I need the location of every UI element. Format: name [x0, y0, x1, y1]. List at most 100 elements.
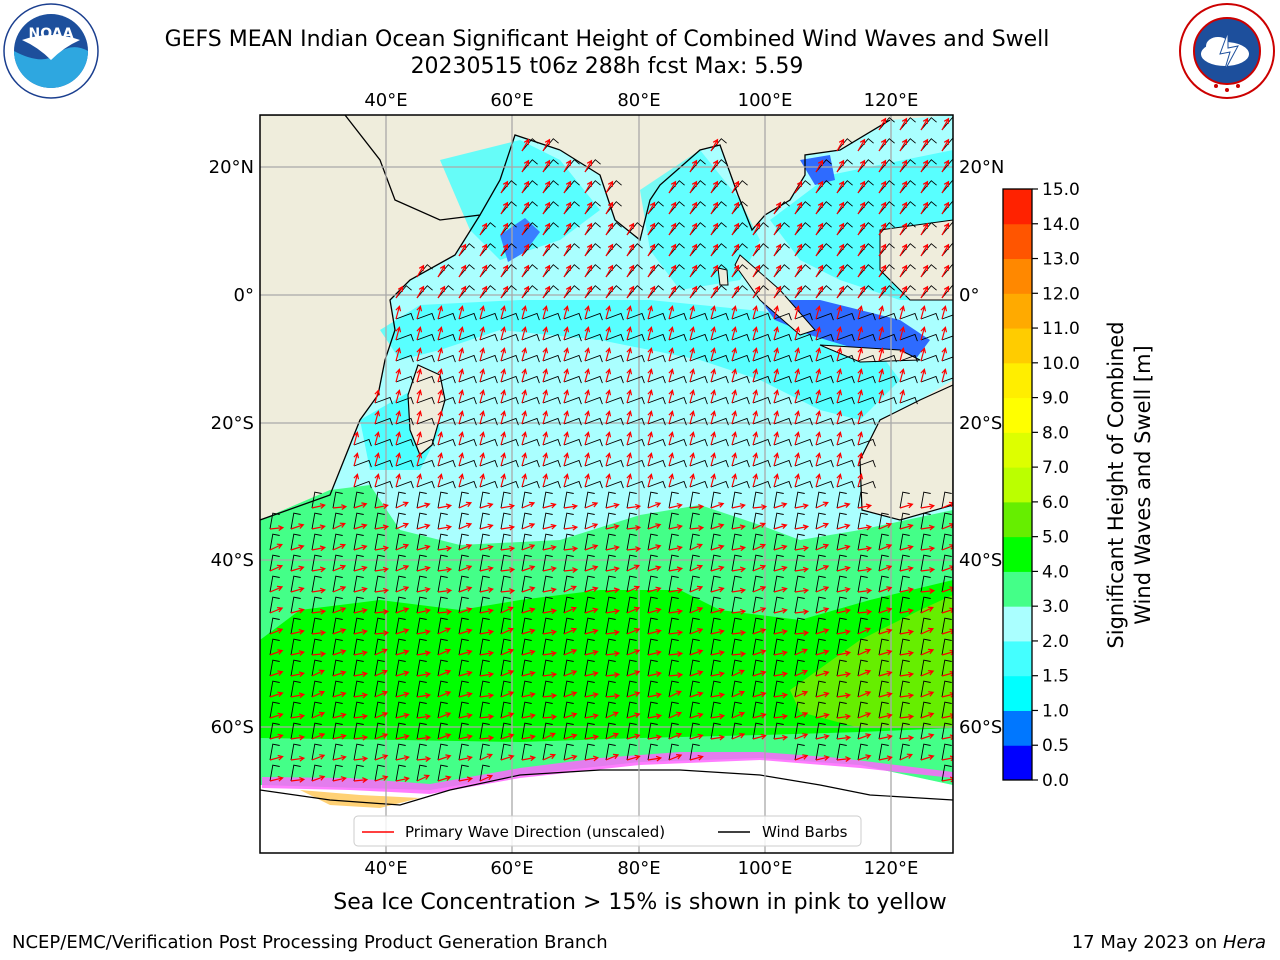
wave-direction-arrow	[458, 326, 465, 341]
wave-direction-arrow	[437, 627, 451, 635]
wind-barb	[521, 222, 538, 236]
wave-direction-arrow	[584, 713, 599, 720]
wave-direction-arrow	[416, 326, 423, 341]
wave-direction-arrow	[836, 608, 851, 614]
wind-barb	[437, 680, 448, 698]
wave-direction-arrow	[752, 691, 767, 698]
wind-barb	[416, 680, 427, 698]
wave-direction-arrow	[920, 347, 927, 362]
wind-barb	[311, 701, 322, 719]
wind-barb	[479, 680, 490, 698]
wave-direction-arrow	[668, 651, 684, 657]
wave-direction-arrow	[290, 713, 306, 720]
wave-direction-arrow	[563, 389, 570, 404]
wind-barb	[857, 638, 868, 656]
wave-direction-arrow	[773, 326, 780, 341]
wind-barb	[752, 575, 763, 593]
wind-barb	[857, 722, 868, 740]
wave-direction-arrow	[878, 389, 885, 404]
wind-barb	[752, 354, 771, 363]
footer-date: 17 May 2023 on Hera	[1072, 932, 1266, 953]
wave-direction-arrow	[920, 627, 935, 635]
wave-direction-arrow	[479, 671, 495, 678]
lon-label: 60°E	[490, 90, 533, 111]
wind-barb	[395, 554, 406, 572]
wave-direction-arrow	[374, 389, 381, 404]
wind-barb	[479, 638, 490, 656]
colorbar-swatch	[1003, 675, 1032, 711]
wave-direction-arrow	[563, 649, 578, 656]
wind-barb	[374, 512, 385, 530]
wave-direction-arrow	[542, 629, 558, 636]
wave-direction-arrow	[647, 201, 656, 215]
wind-barb	[668, 180, 685, 194]
colorbar-tick-label: 7.0	[1042, 458, 1069, 478]
wind-barb	[668, 333, 687, 342]
wind-barb	[731, 264, 748, 278]
wind-barb	[794, 354, 813, 363]
southern-ocean-4m	[260, 580, 953, 742]
wind-barb	[815, 638, 826, 656]
wave-direction-arrow	[479, 285, 488, 299]
wind-barb	[584, 638, 595, 656]
wind-barb	[731, 243, 748, 257]
wave-direction-arrow	[752, 326, 759, 341]
wind-barb	[563, 512, 574, 530]
wind-barb	[521, 638, 532, 656]
wind-barb	[437, 575, 448, 593]
wind-barb	[794, 396, 813, 405]
wave-direction-arrow	[710, 692, 726, 699]
wave-direction-arrow	[647, 222, 656, 236]
wave-direction-arrow	[920, 691, 935, 698]
wave-direction-arrow	[689, 180, 698, 194]
wind-barb	[773, 512, 784, 530]
wave-direction-arrow	[521, 649, 536, 656]
wind-barb	[731, 180, 748, 194]
wind-barb	[710, 375, 729, 384]
wave-direction-arrow	[899, 243, 908, 257]
wind-barb	[353, 554, 364, 572]
wind-barb	[290, 680, 301, 698]
colorbar-label-line1: Significant Height of Combined	[1104, 321, 1128, 648]
wind-barb	[416, 312, 435, 321]
wave-direction-arrow	[500, 326, 507, 341]
wave-direction-arrow	[815, 543, 830, 551]
wind-barb	[647, 438, 666, 447]
wave-direction-arrow	[815, 565, 830, 572]
colorbar-swatch	[1003, 745, 1032, 781]
wave-direction-arrow	[395, 712, 410, 719]
wind-barb	[542, 138, 559, 152]
wave-direction-arrow	[857, 609, 873, 615]
wind-barb	[584, 743, 595, 761]
wind-barb	[437, 617, 448, 635]
wind-barb	[668, 312, 687, 321]
wave-direction-arrow	[920, 503, 936, 510]
wind-barb	[710, 575, 721, 593]
wind-barb	[647, 533, 658, 551]
wave-direction-arrow	[731, 347, 738, 362]
wave-direction-arrow	[500, 305, 507, 320]
wave-direction-arrow	[395, 326, 402, 341]
wave-direction-arrow	[416, 565, 431, 572]
wave-direction-arrow	[458, 389, 465, 404]
wind-barb	[479, 285, 496, 299]
wave-direction-arrow	[773, 565, 788, 572]
wind-barb	[773, 285, 790, 299]
wave-direction-arrow	[542, 389, 549, 404]
wind-barb	[542, 638, 553, 656]
wind-barb	[605, 438, 624, 447]
wind-barb	[395, 701, 406, 719]
wave-direction-arrow	[332, 586, 347, 593]
wind-barb	[353, 617, 364, 635]
wind-barb	[752, 596, 763, 614]
lat-labels-left: 20°N 0° 20°S 40°S 60°S	[209, 157, 254, 738]
wave-direction-arrow	[353, 452, 360, 467]
wave-direction-arrow	[437, 264, 446, 278]
wind-barb	[500, 680, 511, 698]
wind-barb	[269, 596, 280, 614]
wind-barb	[647, 722, 658, 740]
lon-label: 80°E	[617, 90, 660, 111]
wave-direction-arrow	[626, 285, 635, 299]
wave-direction-arrow	[479, 305, 486, 320]
wind-barb	[521, 417, 540, 426]
